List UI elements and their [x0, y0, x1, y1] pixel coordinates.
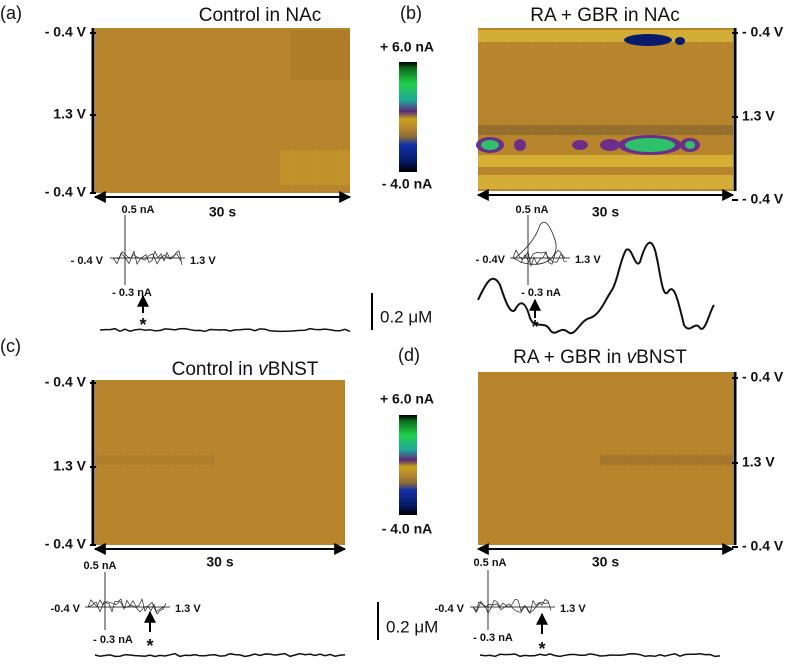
panel-title: RA + GBR in NAc: [530, 5, 679, 26]
oxidation-peak-core: [625, 138, 675, 152]
voltage-label: - 0.4 V: [71, 255, 104, 267]
voltage-label: 1.3 V: [742, 108, 775, 124]
shade: [280, 150, 350, 185]
panel-label: (b): [400, 3, 422, 23]
cv-trace: [512, 251, 566, 263]
reduction-peak: [624, 34, 672, 46]
scale-bar-label: 0.2 μM: [380, 307, 432, 326]
scale-bar-label: 0.2 μM: [386, 617, 438, 636]
oxidation-peak-core: [481, 140, 499, 150]
time-label: 30 s: [209, 204, 236, 220]
current-label: 0.5 nA: [121, 204, 154, 216]
voltage-label: - 0.4V: [476, 254, 506, 266]
panel-label: (c): [0, 336, 21, 356]
voltage-label: 1.3 V: [190, 255, 216, 267]
voltage-label: 1.3 V: [575, 254, 601, 266]
stimulus-marker: *: [538, 639, 545, 659]
voltage-label: - 0.4 V: [45, 184, 87, 200]
oxidation-peak: [514, 139, 526, 151]
voltage-label: 1.3 V: [175, 603, 201, 615]
current-label: 0.5 nA: [83, 560, 116, 572]
voltage-label: - 0.4 V: [742, 538, 784, 554]
title-part: v: [627, 347, 638, 368]
oxidation-peak: [572, 140, 588, 150]
title-part: RA + GBR in NAc: [530, 5, 679, 26]
voltage-label: - 0.4 V: [742, 24, 784, 40]
current-label: - 0.3 nA: [93, 634, 133, 646]
current-label: - 0.3 nA: [521, 287, 561, 299]
voltage-label: - 0.4 V: [45, 374, 87, 390]
panel-title: Control in NAc: [199, 5, 322, 26]
concentration-trace: [479, 652, 721, 658]
panel-title: RA + GBR in vBNST: [513, 347, 687, 368]
concentration-trace: [94, 652, 346, 658]
panel-title: Control in vBNST: [172, 359, 319, 380]
voltage-label: 1.3 V: [53, 458, 86, 474]
stimulus-marker: *: [139, 315, 146, 335]
title-part: BNST: [636, 347, 687, 368]
band: [478, 125, 733, 135]
title-part: RA + GBR in: [513, 347, 627, 368]
stimulus-marker: *: [146, 636, 153, 656]
current-label: 0.5 nA: [473, 557, 506, 569]
cv-trace: [87, 600, 165, 613]
band: [95, 455, 215, 465]
colorbar-max: + 6.0 nA: [380, 39, 434, 55]
voltage-label: 1.3 V: [53, 106, 86, 122]
voltage-label: - 0.4 V: [742, 369, 784, 385]
stimulus-marker: *: [531, 317, 538, 337]
cv-trace: [512, 249, 568, 268]
cv-trace: [112, 252, 182, 265]
reduction-peak: [675, 37, 685, 45]
colorbar-min: - 4.0 nA: [382, 176, 433, 192]
cv-trace: [112, 250, 183, 266]
colorbar-min: - 4.0 nA: [382, 521, 433, 537]
voltage-label: 1.3 V: [742, 454, 775, 470]
voltage-label: 1.3 V: [560, 603, 586, 615]
colorbar: [399, 415, 417, 515]
title-part: Control in: [172, 359, 259, 380]
voltage-label: -0.4 V: [51, 603, 81, 615]
voltage-label: - 0.4 V: [45, 536, 87, 552]
concentration-trace: [99, 327, 351, 333]
current-label: 0.5 nA: [515, 204, 548, 216]
current-label: - 0.3 nA: [112, 287, 152, 299]
oxidation-peak: [600, 139, 620, 151]
time-label: 30 s: [592, 204, 619, 220]
cv-trace: [472, 599, 552, 615]
band: [600, 455, 733, 465]
title-part: BNST: [268, 359, 319, 380]
voltage-label: - 0.4 V: [742, 191, 784, 207]
band: [478, 30, 733, 42]
colorbar: [399, 62, 417, 172]
current-label: - 0.3 nA: [473, 632, 513, 644]
title-part: v: [258, 359, 269, 380]
cv-trace: [514, 221, 557, 265]
title-part: Control in NAc: [199, 5, 322, 26]
voltage-label: - 0.4 V: [45, 24, 87, 40]
colorbar-max: + 6.0 nA: [380, 391, 434, 407]
voltage-label: -0.4 V: [435, 603, 465, 615]
band: [478, 155, 733, 167]
panel-label: (d): [398, 345, 420, 365]
concentration-trace: [477, 241, 715, 335]
band: [478, 175, 733, 189]
oxidation-peak-core: [685, 141, 695, 149]
panel-label: (a): [0, 3, 22, 23]
time-label: 30 s: [206, 554, 233, 570]
cv-trace: [472, 600, 550, 613]
time-label: 30 s: [592, 554, 619, 570]
shade: [290, 30, 350, 80]
cv-trace: [87, 598, 167, 615]
